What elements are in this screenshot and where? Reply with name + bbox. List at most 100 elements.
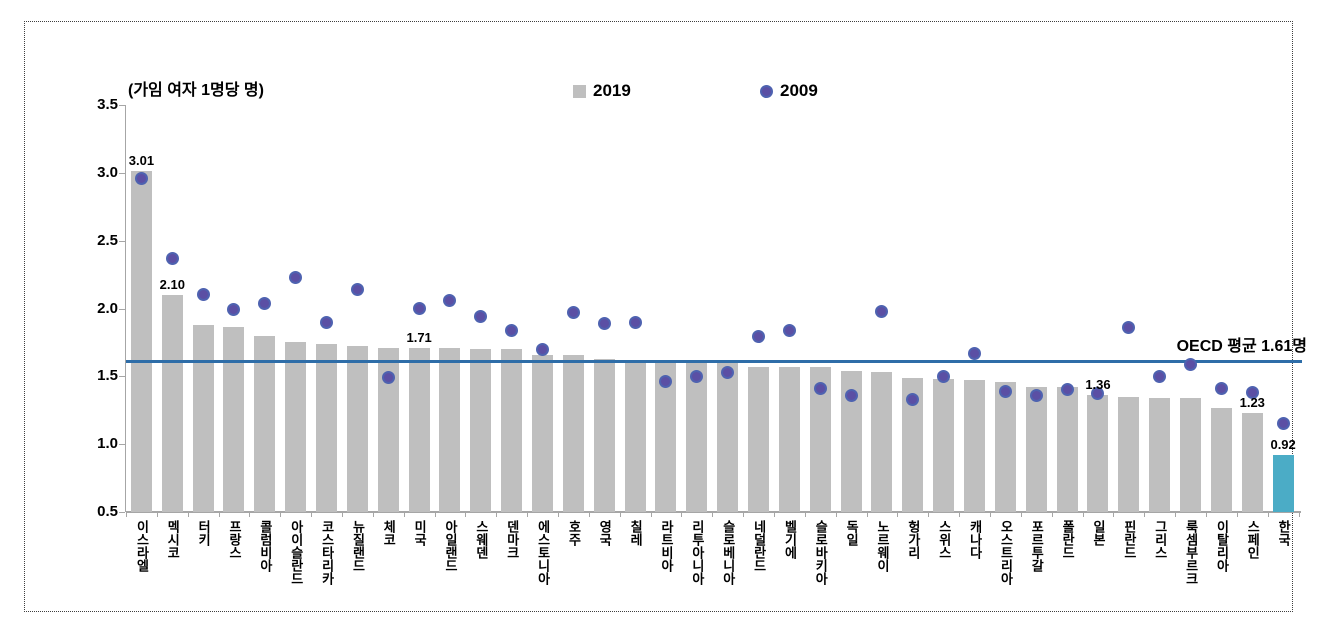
x-axis-tick xyxy=(434,512,436,517)
dot-2009-그리스 xyxy=(1153,369,1167,383)
x-axis-tick xyxy=(465,512,467,517)
dot-2009-체코 xyxy=(381,371,395,385)
x-axis-tick xyxy=(588,512,590,517)
x-axis-label-한국: 한국 xyxy=(1276,520,1292,546)
x-axis-label-캐나다: 캐나다 xyxy=(967,520,983,559)
dot-2009-스페인 xyxy=(1245,386,1259,400)
x-axis-label-아이슬란드: 아이슬란드 xyxy=(288,520,304,585)
x-axis-label-룩셈부르크: 룩셈부르크 xyxy=(1183,520,1199,585)
y-axis-tick-label: 1.0 xyxy=(97,435,118,453)
x-axis-tick xyxy=(1082,512,1084,517)
bar-2019-한국 xyxy=(1272,455,1294,512)
x-axis-tick xyxy=(187,512,189,517)
x-axis-tick xyxy=(1113,512,1115,517)
x-axis-tick xyxy=(989,512,991,517)
legend-item-2009: 2009 xyxy=(760,81,818,101)
dot-2009-노르웨이 xyxy=(875,304,889,318)
bar-2019-이탈리아 xyxy=(1210,407,1232,512)
x-axis-label-핀란드: 핀란드 xyxy=(1121,520,1137,559)
y-axis-tick xyxy=(119,444,125,446)
legend-circle-2009 xyxy=(760,84,773,98)
bar-2019-폴란드 xyxy=(1056,387,1078,512)
x-axis-label-네덜란드: 네덜란드 xyxy=(751,520,767,572)
bar-2019-헝가리 xyxy=(902,377,924,512)
dot-2009-아일랜드 xyxy=(443,293,457,307)
dot-2009-코스타리카 xyxy=(320,315,334,329)
x-axis-label-슬로바키아: 슬로바키아 xyxy=(813,520,829,585)
dot-2009-슬로베니아 xyxy=(721,365,735,379)
x-axis-label-헝가리: 헝가리 xyxy=(905,520,921,559)
plot-area: 3.5 3.0 2.5 2.0 1.5 1.0 0.5 이스라엘 멕시코 터키 프랑스 콜럼비아 아이슬… xyxy=(97,97,1307,586)
dot-2009-에스토니아 xyxy=(536,342,550,356)
dot-2009-아이슬란드 xyxy=(289,270,303,284)
x-axis-label-일본: 일본 xyxy=(1090,520,1106,546)
y-axis-tick xyxy=(119,240,125,242)
x-axis-label-호주: 호주 xyxy=(566,520,582,546)
x-axis-tick xyxy=(1236,512,1238,517)
x-axis-tick xyxy=(866,512,868,517)
dot-2009-벨기에 xyxy=(782,323,796,337)
x-axis-tick xyxy=(280,512,282,517)
bar-2019-핀란드 xyxy=(1118,396,1140,512)
x-axis-tick xyxy=(156,512,158,517)
legend-label-2019: 2019 xyxy=(593,81,631,100)
bar-2019-멕시코 xyxy=(161,294,183,512)
bar-2019-슬로바키아 xyxy=(809,366,831,512)
y-axis-tick xyxy=(119,376,125,378)
y-axis-tick-label: 1.5 xyxy=(97,367,118,385)
dot-2009-콜럼비아 xyxy=(258,296,272,310)
dot-2009-리투아니아 xyxy=(690,369,704,383)
dot-2009-이탈리아 xyxy=(1214,382,1228,396)
bar-2019-벨기에 xyxy=(778,366,800,512)
dot-2009-라트비아 xyxy=(659,375,673,389)
x-axis-tick xyxy=(1051,512,1053,517)
y-axis-tick xyxy=(119,512,125,513)
y-axis-tick xyxy=(119,105,125,106)
y-axis-unit-label: (가임 여자 1명당 명) xyxy=(128,82,264,99)
dot-2009-한국 xyxy=(1276,417,1290,431)
dot-2009-헝가리 xyxy=(906,392,920,406)
bar-2019-캐나다 xyxy=(964,380,986,512)
x-axis-label-칠레: 칠레 xyxy=(628,520,644,546)
x-axis-label-오스트리아: 오스트리아 xyxy=(998,520,1014,585)
x-axis-tick xyxy=(249,512,251,517)
bar-2019-체코 xyxy=(377,347,399,512)
x-axis-tick xyxy=(1298,512,1300,517)
x-axis-tick xyxy=(1267,512,1269,517)
legend: 2019 2009 xyxy=(25,81,1292,101)
dot-2009-룩셈부르크 xyxy=(1184,357,1198,371)
x-axis-tick xyxy=(341,512,343,517)
bar-value-label-일본: 1.36 xyxy=(1085,377,1111,393)
x-axis-label-콜럼비아: 콜럼비아 xyxy=(257,520,273,572)
x-axis-tick xyxy=(496,512,498,517)
x-axis-tick xyxy=(897,512,899,517)
bar-2019-포르투갈 xyxy=(1025,387,1047,512)
bar-2019-리투아니아 xyxy=(686,361,708,512)
oecd-average-line xyxy=(126,359,1302,363)
dot-2009-영국 xyxy=(597,316,611,330)
bar-2019-그리스 xyxy=(1149,398,1171,512)
x-axis-label-리투아니아: 리투아니아 xyxy=(689,520,705,585)
x-axis-tick xyxy=(403,512,405,517)
x-axis-label-독일: 독일 xyxy=(844,520,860,546)
x-axis-tick xyxy=(1175,512,1177,517)
bar-2019-이스라엘 xyxy=(130,171,152,512)
x-axis-tick xyxy=(527,512,529,517)
bar-2019-룩셈부르크 xyxy=(1180,398,1202,512)
bar-value-label-한국: 0.92 xyxy=(1270,437,1296,453)
x-axis-tick xyxy=(650,512,652,517)
bar-2019-영국 xyxy=(593,358,615,512)
bar-2019-아일랜드 xyxy=(439,347,461,512)
x-axis-label-코스타리카: 코스타리카 xyxy=(319,520,335,585)
y-axis-tick-label: 2.5 xyxy=(97,231,118,249)
bar-2019-노르웨이 xyxy=(871,372,893,512)
dot-2009-포르투갈 xyxy=(1029,388,1043,402)
bar-2019-스페인 xyxy=(1241,412,1263,512)
dot-2009-스웨덴 xyxy=(474,310,488,324)
x-axis-label-이탈리아: 이탈리아 xyxy=(1214,520,1230,572)
bar-2019-뉴질랜드 xyxy=(346,346,368,512)
x-axis-label-뉴질랜드: 뉴질랜드 xyxy=(350,520,366,572)
x-axis-tick xyxy=(1144,512,1146,517)
bar-value-label-멕시코: 2.10 xyxy=(159,276,185,292)
bar-2019-코스타리카 xyxy=(316,343,338,512)
